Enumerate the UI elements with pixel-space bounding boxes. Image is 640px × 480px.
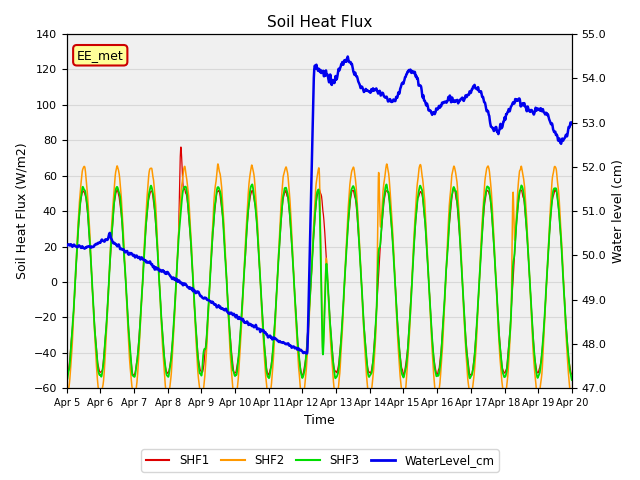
SHF1 (568, 372, 576, 377)
SHF2 (466, 390, 474, 396)
WaterLevel_cm (334, 72, 342, 77)
SHF2 (345, 198, 353, 204)
SHF3 (345, 214, 353, 220)
SHF3 (334, 372, 342, 377)
SHF2 (334, 389, 342, 395)
Line: SHF2: SHF2 (67, 164, 572, 400)
WaterLevel_cm (345, 59, 353, 64)
Line: SHF3: SHF3 (67, 184, 572, 380)
Legend: SHF1, SHF2, SHF3, WaterLevel_cm: SHF1, SHF2, SHF3, WaterLevel_cm (141, 449, 499, 472)
SHF3 (63, 377, 70, 383)
WaterLevel_cm (524, 104, 531, 109)
WaterLevel_cm (303, 350, 311, 356)
Title: Soil Heat Flux: Soil Heat Flux (267, 15, 372, 30)
WaterLevel_cm (63, 243, 70, 249)
SHF1 (538, 352, 545, 358)
Y-axis label: Water level (cm): Water level (cm) (612, 159, 625, 263)
SHF2 (524, 231, 531, 237)
SHF2 (568, 397, 576, 403)
SHF3 (204, 317, 211, 323)
Y-axis label: Soil Heat Flux (W/m2): Soil Heat Flux (W/m2) (15, 143, 28, 279)
WaterLevel_cm (568, 120, 576, 126)
SHF1 (177, 144, 185, 150)
SHF1 (63, 372, 70, 377)
Text: EE_met: EE_met (77, 49, 124, 62)
SHF1 (467, 372, 474, 378)
SHF3 (568, 377, 576, 383)
SHF2 (63, 396, 70, 401)
Line: WaterLevel_cm: WaterLevel_cm (67, 57, 572, 353)
SHF1 (204, 312, 212, 318)
SHF3 (538, 356, 545, 361)
SHF3 (524, 238, 531, 243)
SHF1 (334, 365, 342, 371)
WaterLevel_cm (467, 89, 474, 95)
SHF3 (466, 375, 474, 381)
SHF1 (345, 214, 353, 219)
Line: SHF1: SHF1 (67, 147, 572, 376)
WaterLevel_cm (538, 108, 545, 114)
SHF2 (538, 375, 545, 381)
SHF3 (248, 181, 256, 187)
SHF2 (204, 327, 211, 333)
WaterLevel_cm (204, 297, 211, 303)
SHF1 (524, 243, 531, 249)
SHF1 (298, 373, 306, 379)
WaterLevel_cm (344, 54, 351, 60)
SHF2 (214, 161, 221, 167)
X-axis label: Time: Time (304, 414, 335, 427)
